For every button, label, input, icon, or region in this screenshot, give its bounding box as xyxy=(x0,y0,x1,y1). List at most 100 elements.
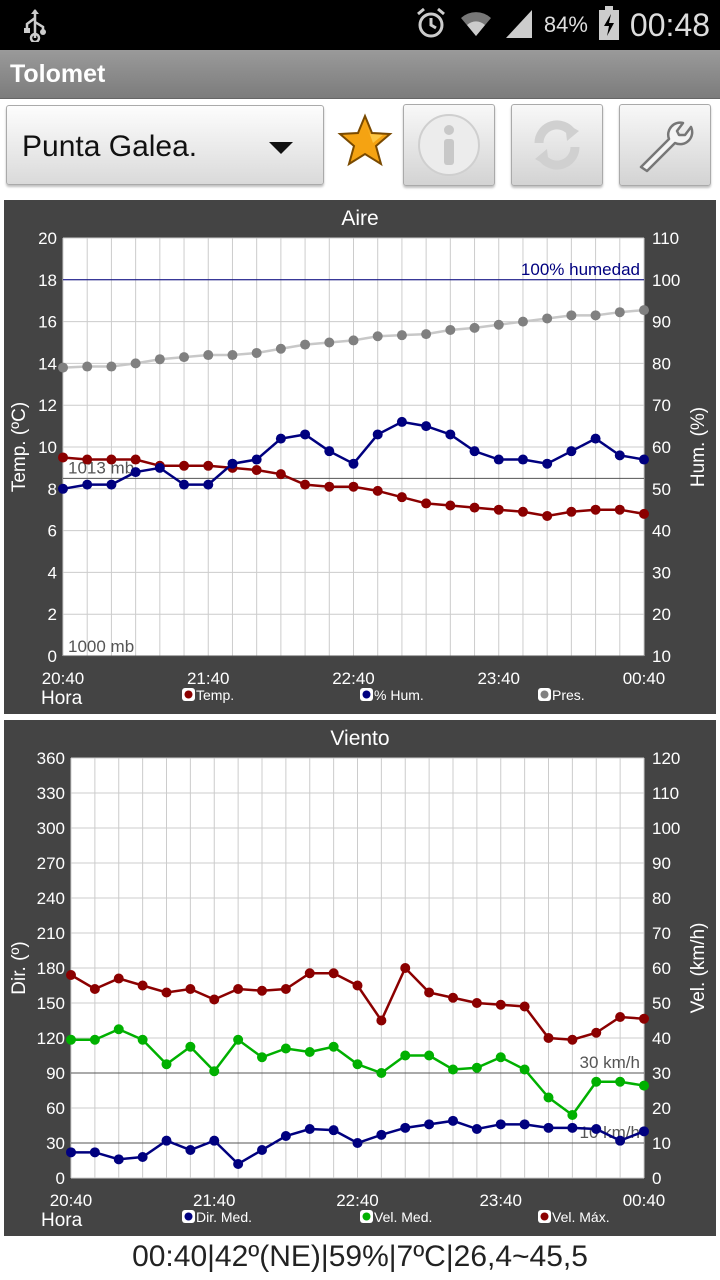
legend-label: Vel. Med. xyxy=(374,1209,432,1225)
data-point xyxy=(543,1092,554,1103)
right-axis-tick-label: 70 xyxy=(652,924,671,943)
data-point xyxy=(519,1064,530,1075)
x-axis-tick-label: 21:40 xyxy=(187,669,230,688)
station-selector[interactable]: Punta Galea. xyxy=(6,105,324,185)
series-Vel. Med. xyxy=(66,1024,649,1120)
data-point xyxy=(185,1041,196,1052)
left-axis-tick-label: 330 xyxy=(37,784,65,803)
data-point xyxy=(372,485,383,496)
right-axis-tick-label: 50 xyxy=(652,480,671,499)
data-point xyxy=(615,1135,626,1146)
data-point xyxy=(615,1012,626,1022)
data-point xyxy=(567,1034,578,1045)
data-point xyxy=(154,462,165,473)
x-axis-tick-label: 20:40 xyxy=(50,1191,93,1210)
data-point xyxy=(591,1076,602,1087)
favorite-star-icon[interactable] xyxy=(337,113,393,174)
left-axis-tick-label: 210 xyxy=(37,924,65,943)
x-axis-tick-label: 23:40 xyxy=(477,669,520,688)
data-point xyxy=(400,1122,411,1133)
data-point xyxy=(58,362,68,373)
left-axis-tick-label: 4 xyxy=(48,563,57,582)
data-point xyxy=(137,980,148,991)
x-axis-label: Hora xyxy=(41,688,83,709)
legend-marker xyxy=(184,690,193,699)
app-title-bar: Tolomet xyxy=(0,50,720,99)
data-point xyxy=(113,1024,124,1035)
right-axis-tick-label: 50 xyxy=(652,994,671,1013)
data-point xyxy=(421,421,432,432)
right-axis-tick-label: 120 xyxy=(652,749,680,768)
data-point xyxy=(328,1125,339,1136)
data-point xyxy=(471,1062,482,1073)
data-point xyxy=(396,492,407,503)
pressure-1000-label: 1000 mb xyxy=(68,637,134,656)
data-point xyxy=(233,1034,244,1045)
data-point xyxy=(471,998,482,1008)
left-axis-tick-label: 360 xyxy=(37,749,65,768)
data-point xyxy=(89,1034,100,1045)
data-point xyxy=(348,481,359,492)
left-axis-tick-label: 90 xyxy=(46,1064,65,1083)
data-point xyxy=(543,1033,554,1043)
legend-marker xyxy=(540,1212,549,1221)
right-axis-tick-label: 0 xyxy=(652,1169,661,1188)
right-axis-tick-label: 20 xyxy=(652,605,671,624)
battery-charging-icon xyxy=(598,5,620,46)
data-point xyxy=(445,500,456,511)
data-point xyxy=(161,1059,172,1070)
data-point xyxy=(161,987,172,998)
left-axis-tick-label: 10 xyxy=(38,438,57,457)
data-point xyxy=(275,343,286,354)
data-point xyxy=(448,1064,458,1075)
x-axis-tick-label: 22:40 xyxy=(332,669,375,688)
left-axis-tick-label: 18 xyxy=(38,271,57,290)
data-point xyxy=(113,973,124,984)
viento-chart-title: Viento xyxy=(330,727,390,750)
data-point xyxy=(304,1047,315,1057)
data-point xyxy=(566,506,577,517)
data-point xyxy=(591,1124,602,1134)
right-axis-label: Vel. (km/h) xyxy=(688,923,709,1014)
data-point xyxy=(542,510,553,521)
data-point xyxy=(58,452,68,463)
data-point xyxy=(372,331,383,342)
data-point xyxy=(137,1152,148,1162)
data-point xyxy=(324,446,335,457)
summary-readout: 00:40|42º(NE)|59%|7ºC|26,4~45,5 xyxy=(132,1240,588,1273)
data-point xyxy=(615,1076,626,1087)
refresh-button[interactable] xyxy=(511,104,603,186)
data-point xyxy=(257,1145,267,1155)
data-point xyxy=(495,999,506,1010)
info-button[interactable] xyxy=(403,104,495,186)
data-point xyxy=(66,1034,76,1045)
data-point xyxy=(424,1119,435,1130)
data-point xyxy=(82,454,93,465)
data-point xyxy=(304,968,315,979)
data-point xyxy=(233,1159,244,1169)
left-axis-tick-label: 8 xyxy=(48,480,57,499)
data-point xyxy=(590,310,601,321)
left-axis-tick-label: 20 xyxy=(38,229,57,248)
data-point xyxy=(300,479,311,490)
data-point xyxy=(639,1013,649,1024)
data-point xyxy=(590,504,601,515)
dropdown-arrow-icon xyxy=(269,142,293,154)
data-point xyxy=(179,479,190,490)
left-axis-tick-label: 6 xyxy=(48,522,57,541)
settings-button[interactable] xyxy=(619,104,711,186)
data-point xyxy=(517,506,528,517)
right-axis-tick-label: 10 xyxy=(652,1134,671,1153)
data-point xyxy=(275,433,286,444)
data-point xyxy=(639,508,649,519)
legend-label: Dir. Med. xyxy=(196,1209,252,1225)
data-point xyxy=(66,1147,76,1158)
right-axis-tick-label: 90 xyxy=(652,313,671,332)
series-Pres. xyxy=(58,305,649,373)
x-axis-tick-label: 20:40 xyxy=(42,669,85,688)
right-axis-tick-label: 60 xyxy=(652,959,671,978)
settings-wrench-icon xyxy=(639,121,694,173)
data-point xyxy=(352,980,363,991)
data-point xyxy=(130,454,141,465)
legend-marker xyxy=(184,1212,193,1221)
